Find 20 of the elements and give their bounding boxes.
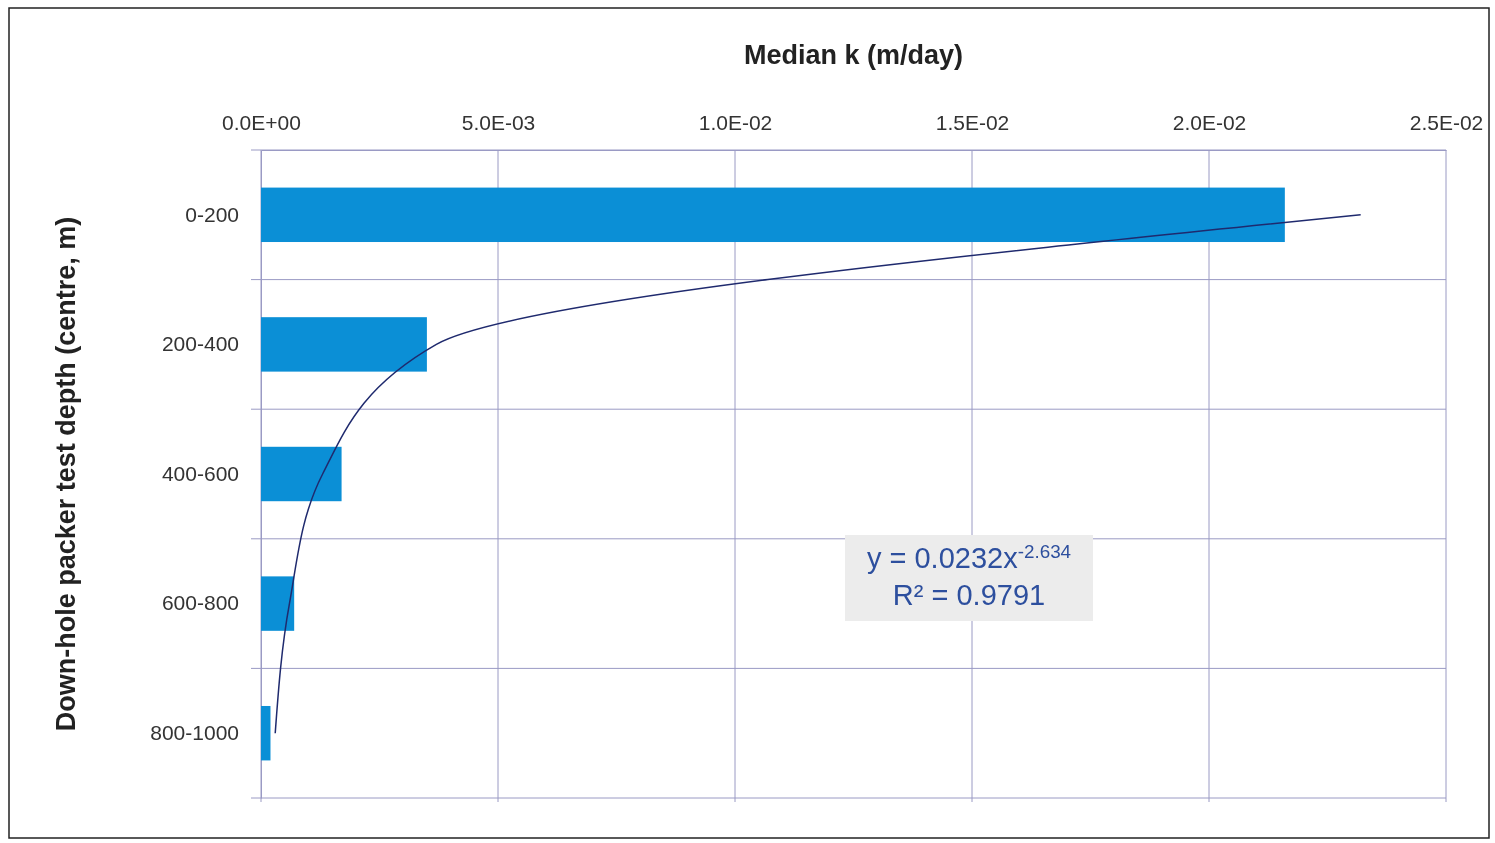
bar <box>261 446 342 502</box>
x-tick-label: 2.0E-02 <box>1172 111 1247 134</box>
bar <box>261 705 271 761</box>
x-tick-label: 2.5E-02 <box>1409 111 1484 134</box>
bar <box>261 317 427 372</box>
x-tick-label: 5.0E-03 <box>461 111 536 134</box>
x-axis-title: Median k (m/day) <box>743 40 964 70</box>
x-tick-label: 1.0E-02 <box>698 111 773 134</box>
bar <box>261 576 295 631</box>
y-tick-label: 600-800 <box>161 591 239 615</box>
y-tick-label: 0-200 <box>185 202 239 226</box>
annotation: R² = 0.9791 <box>892 579 1046 611</box>
y-axis-title: Down-hole packer test depth (centre, m) <box>51 216 81 732</box>
y-tick-label: 800-1000 <box>150 720 239 744</box>
bar <box>261 187 1285 243</box>
y-tick-label: 200-400 <box>161 332 239 356</box>
annotation: y = 0.0232x$^{-2.634}$ <box>866 540 1072 574</box>
y-tick-label: 400-600 <box>161 461 239 485</box>
x-tick-label: 0.0E+00 <box>222 111 301 134</box>
x-tick-label: 1.5E-02 <box>935 111 1010 134</box>
